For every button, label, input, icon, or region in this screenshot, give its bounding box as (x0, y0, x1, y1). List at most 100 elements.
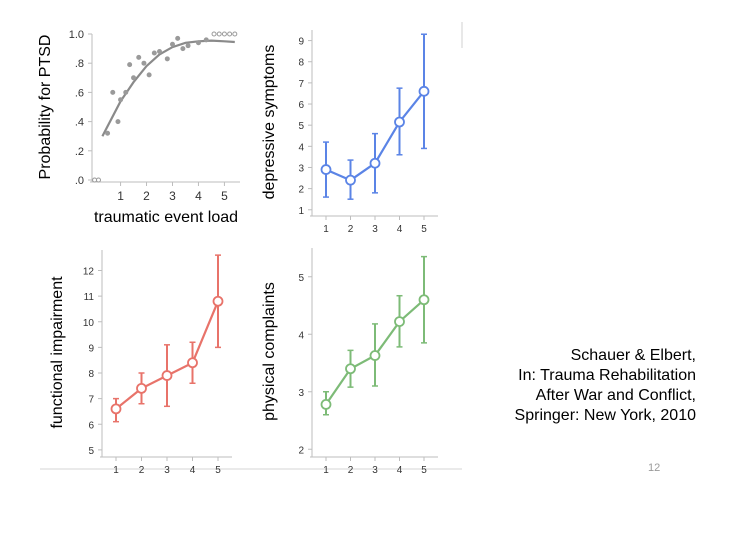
data-point (110, 89, 116, 95)
citation-line-3: After War and Conflict, (535, 387, 696, 404)
y-tick-label: 11 (84, 292, 95, 303)
y-tick-label: 3 (298, 388, 304, 399)
fit-curve (101, 39, 235, 137)
y-axis-label: functional impairment (49, 276, 66, 429)
y-tick-label: .4 (75, 117, 84, 129)
data-point (180, 46, 186, 52)
y-tick-label: 9 (88, 343, 94, 354)
data-point (127, 62, 133, 68)
y-tick-label: 10 (83, 318, 95, 329)
x-axis-label: traumatic event load (94, 209, 238, 226)
x-tick-label: 5 (215, 465, 221, 476)
x-tick-label: 3 (372, 465, 378, 476)
y-tick-label: 6 (298, 100, 304, 111)
y-tick-label: .8 (75, 58, 84, 70)
y-tick-label: 2 (298, 185, 304, 196)
data-point (394, 316, 405, 328)
data-point (161, 370, 173, 381)
y-tick-label: 2 (298, 445, 304, 456)
y-tick-label: 4 (298, 142, 304, 153)
data-point (418, 294, 430, 306)
x-tick-label: 1 (117, 189, 124, 203)
y-tick-label: 12 (83, 267, 95, 278)
data-point (394, 116, 405, 128)
data-point (320, 398, 332, 410)
x-tick-label: 1 (323, 465, 329, 476)
x-tick-label: 4 (397, 224, 403, 235)
x-tick-label: 2 (348, 465, 354, 476)
data-point (118, 97, 124, 103)
data-point (151, 50, 157, 56)
data-point (123, 89, 129, 95)
data-point (175, 35, 181, 41)
citation-line-1: Schauer & Elbert, (570, 347, 696, 364)
chart-depression: depressive symptoms 1 2 3 4 5 6 7 8 9 1 2 3 4 5 (261, 30, 438, 235)
x-tick-label: 5 (221, 189, 228, 203)
x-tick-label: 3 (169, 189, 176, 203)
data-point (146, 72, 152, 78)
data-point (232, 31, 238, 37)
x-tick-label: 5 (421, 224, 427, 235)
data-point (369, 350, 381, 361)
x-tick-label: 4 (195, 189, 202, 203)
data-point (369, 157, 381, 169)
data-point (195, 40, 201, 46)
data-point (136, 54, 142, 60)
data-point (164, 56, 170, 62)
y-tick-label: 1.0 (69, 29, 84, 41)
page-number: 12 (648, 462, 661, 474)
y-tick-label: 5 (88, 446, 94, 457)
data-point (211, 31, 217, 37)
y-tick-label: 9 (298, 37, 304, 48)
x-tick-label: 1 (323, 224, 329, 235)
y-tick-label: 5 (298, 121, 304, 132)
y-tick-label: 3 (298, 163, 304, 174)
y-tick-label: 6 (88, 420, 94, 431)
data-point (185, 43, 191, 49)
y-axis-label: physical complaints (261, 282, 278, 421)
y-tick-label: 8 (298, 58, 304, 69)
x-tick-label: 2 (348, 224, 354, 235)
chart-ptsd: Probability for PTSD .0 .2 .4 .6 .8 1.0 1 2 3 4 5 tr… (37, 29, 240, 226)
data-point (203, 37, 209, 43)
data-point (115, 119, 121, 125)
y-tick-label: .0 (75, 175, 84, 187)
data-point (320, 164, 332, 175)
data-point (221, 31, 227, 37)
y-axis-label: Probability for PTSD (37, 35, 54, 180)
data-point (216, 31, 222, 37)
y-tick-label: 8 (88, 369, 94, 380)
y-tick-label: .2 (75, 146, 84, 158)
data-point (95, 177, 101, 183)
chart-physical: physical complaints 2 3 4 5 1 2 3 4 5 (261, 248, 438, 476)
data-point (212, 295, 224, 307)
data-point (187, 357, 198, 369)
data-point (345, 174, 356, 186)
y-tick-label: 7 (88, 395, 94, 406)
x-tick-label: 2 (143, 189, 150, 203)
y-tick-label: 7 (298, 79, 304, 90)
data-point (110, 403, 122, 415)
data-point (136, 382, 147, 394)
y-tick-label: 5 (298, 273, 304, 284)
x-tick-label: 4 (397, 465, 403, 476)
x-tick-label: 5 (421, 465, 427, 476)
x-tick-label: 3 (164, 465, 170, 476)
x-tick-label: 3 (372, 224, 378, 235)
data-point (345, 363, 356, 375)
data-point (227, 31, 233, 37)
citation-line-4: Springer: New York, 2010 (514, 407, 696, 424)
data-point (131, 75, 137, 81)
x-tick-label: 2 (139, 465, 145, 476)
data-point (169, 41, 175, 47)
y-tick-label: 4 (298, 330, 304, 341)
y-tick-label: 1 (298, 206, 304, 217)
y-axis-label: depressive symptoms (261, 45, 278, 200)
data-point (105, 130, 111, 136)
citation: Schauer & Elbert, In: Trauma Rehabilitat… (436, 346, 696, 426)
data-point (157, 49, 163, 55)
data-point (141, 60, 147, 66)
